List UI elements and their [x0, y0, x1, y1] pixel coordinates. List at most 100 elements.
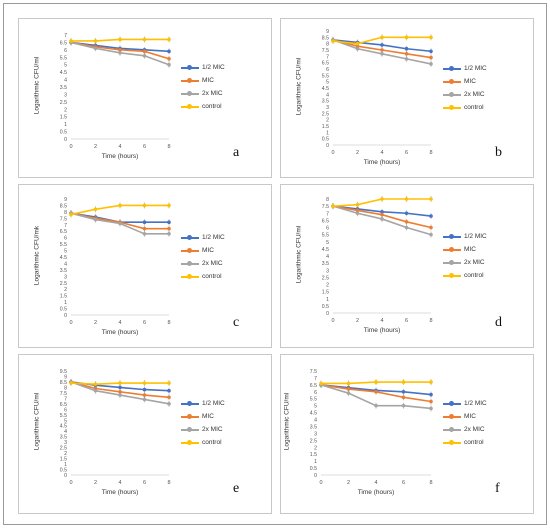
- y-tick-label: 6.5: [60, 402, 67, 408]
- legend-swatch: [443, 91, 461, 97]
- data-point-two_mic: [167, 402, 171, 406]
- y-tick-label: 1: [64, 122, 67, 128]
- x-tick-label: 6: [143, 320, 146, 326]
- legend-swatch: [181, 400, 199, 406]
- data-point-half_mic: [404, 211, 409, 216]
- legend-label: MIC: [464, 78, 476, 85]
- data-point-two_mic: [355, 211, 360, 216]
- legend-label: control: [464, 439, 484, 446]
- legend-swatch: [443, 400, 461, 406]
- x-tick-label: 6: [402, 480, 405, 486]
- chart-legend: 1/2 MIC MIC 2x MIC control: [181, 61, 225, 113]
- data-point-half_mic: [429, 392, 433, 397]
- data-point-control: [93, 39, 98, 43]
- y-tick-label: 0: [326, 143, 329, 149]
- data-point-mic: [404, 220, 409, 224]
- y-tick-label: 3.5: [60, 435, 67, 441]
- y-tick-label: 1: [326, 297, 329, 303]
- legend-item-two_mic: 2x MIC: [181, 257, 225, 270]
- y-tick-label: 7: [64, 223, 67, 229]
- data-point-two_mic: [118, 393, 122, 397]
- legend-item-two_mic: 2x MIC: [181, 87, 225, 100]
- y-axis-label: Logarithmic CFU/ml: [295, 225, 303, 284]
- data-point-control: [142, 381, 147, 385]
- data-point-half_mic: [167, 220, 171, 224]
- legend-label: 1/2 MIC: [464, 233, 487, 240]
- data-point-control: [93, 382, 98, 386]
- data-point-control: [404, 35, 409, 40]
- x-tick-label: 4: [380, 150, 383, 156]
- legend-swatch: [181, 273, 199, 279]
- data-point-mic: [118, 390, 122, 394]
- x-axis-label: Time (hours): [363, 327, 401, 334]
- y-tick-label: 9: [326, 29, 329, 35]
- x-tick-label: 6: [143, 480, 146, 486]
- legend-label: control: [464, 272, 484, 279]
- legend-item-mic: MIC: [443, 243, 487, 256]
- y-tick-label: 4: [326, 254, 329, 260]
- y-tick-label: 3.5: [310, 424, 317, 430]
- data-point-two_mic: [142, 54, 147, 58]
- data-point-control: [118, 203, 122, 208]
- data-point-control: [142, 203, 147, 208]
- chart-svg-e: 00.511.522.533.544.555.566.577.588.599.5…: [60, 369, 171, 486]
- legend-item-control: control: [181, 436, 225, 449]
- x-tick-label: 2: [347, 480, 350, 486]
- legend-item-two_mic: 2x MIC: [443, 423, 487, 436]
- legend-item-control: control: [443, 436, 487, 449]
- y-tick-label: 1.5: [60, 457, 67, 463]
- y-tick-label: 2: [314, 445, 317, 451]
- x-axis-label: Time (hours): [357, 489, 395, 496]
- data-point-two_mic: [346, 391, 351, 395]
- y-tick-label: 6.5: [322, 61, 329, 67]
- chart-panel-c: 0 0.5 1 1.5 2 2.5 3 3.5 4 4.5 5 5.5 6 6.5 7 7.5 8 8.5 9 0 2 4…: [18, 184, 272, 348]
- y-tick-label: 0.5: [322, 304, 329, 310]
- y-tick-label: 1.5: [322, 290, 329, 296]
- x-tick-label: 2: [94, 320, 97, 326]
- chart-legend: 1/2 MIC MIC 2x MIC control: [443, 230, 487, 282]
- legend-item-mic: MIC: [181, 74, 225, 87]
- y-tick-label: 7.5: [322, 48, 329, 54]
- panel-letter: c: [233, 315, 240, 330]
- data-point-mic: [380, 212, 384, 217]
- chart-legend: 1/2 MIC MIC 2x MIC control: [181, 397, 225, 449]
- data-point-two_mic: [93, 46, 98, 51]
- legend-swatch: [443, 246, 461, 252]
- y-tick-label: 8: [64, 385, 67, 391]
- data-point-mic: [429, 225, 433, 230]
- y-tick-label: 3: [314, 431, 317, 437]
- panel-letter: b: [495, 145, 502, 160]
- x-axis-label: Time (hours): [101, 153, 139, 160]
- y-tick-label: 4.5: [322, 86, 329, 92]
- y-tick-label: 4.5: [60, 424, 67, 430]
- data-point-control: [374, 380, 378, 384]
- x-tick-label: 8: [429, 480, 432, 486]
- data-point-half_mic: [401, 390, 406, 394]
- y-tick-label: 4: [314, 418, 317, 424]
- y-tick-label: 4.5: [322, 247, 329, 253]
- y-tick-label: 6: [64, 236, 67, 242]
- x-tick-label: 0: [69, 480, 72, 486]
- y-tick-label: 7: [64, 396, 67, 402]
- data-point-control: [167, 203, 171, 208]
- legend-label: 2x MIC: [464, 259, 485, 266]
- y-tick-label: 8.5: [322, 35, 329, 41]
- legend-swatch: [181, 247, 199, 253]
- chart-panel-e: 0 0.5 1 1.5 2 2.5 3 3.5 4 4.5 5 5.5 6 6.5 7 7.5 8 8.5 9 9.5…: [18, 354, 272, 514]
- y-tick-label: 6.5: [60, 40, 67, 46]
- data-point-half_mic: [118, 385, 122, 390]
- x-tick-label: 0: [331, 150, 334, 156]
- data-point-half_mic: [404, 46, 409, 51]
- legend-label: control: [202, 273, 222, 280]
- y-tick-label: 5: [326, 240, 329, 246]
- y-tick-label: 9: [64, 197, 67, 203]
- legend-item-control: control: [181, 270, 225, 283]
- panel-letter: d: [495, 315, 502, 330]
- data-point-control: [380, 197, 384, 201]
- x-tick-label: 8: [167, 480, 170, 486]
- y-tick-label: 1.5: [60, 115, 67, 121]
- data-point-half_mic: [142, 387, 147, 392]
- y-tick-label: 4.5: [310, 411, 317, 417]
- x-tick-label: 4: [118, 144, 121, 150]
- legend-swatch: [181, 439, 199, 445]
